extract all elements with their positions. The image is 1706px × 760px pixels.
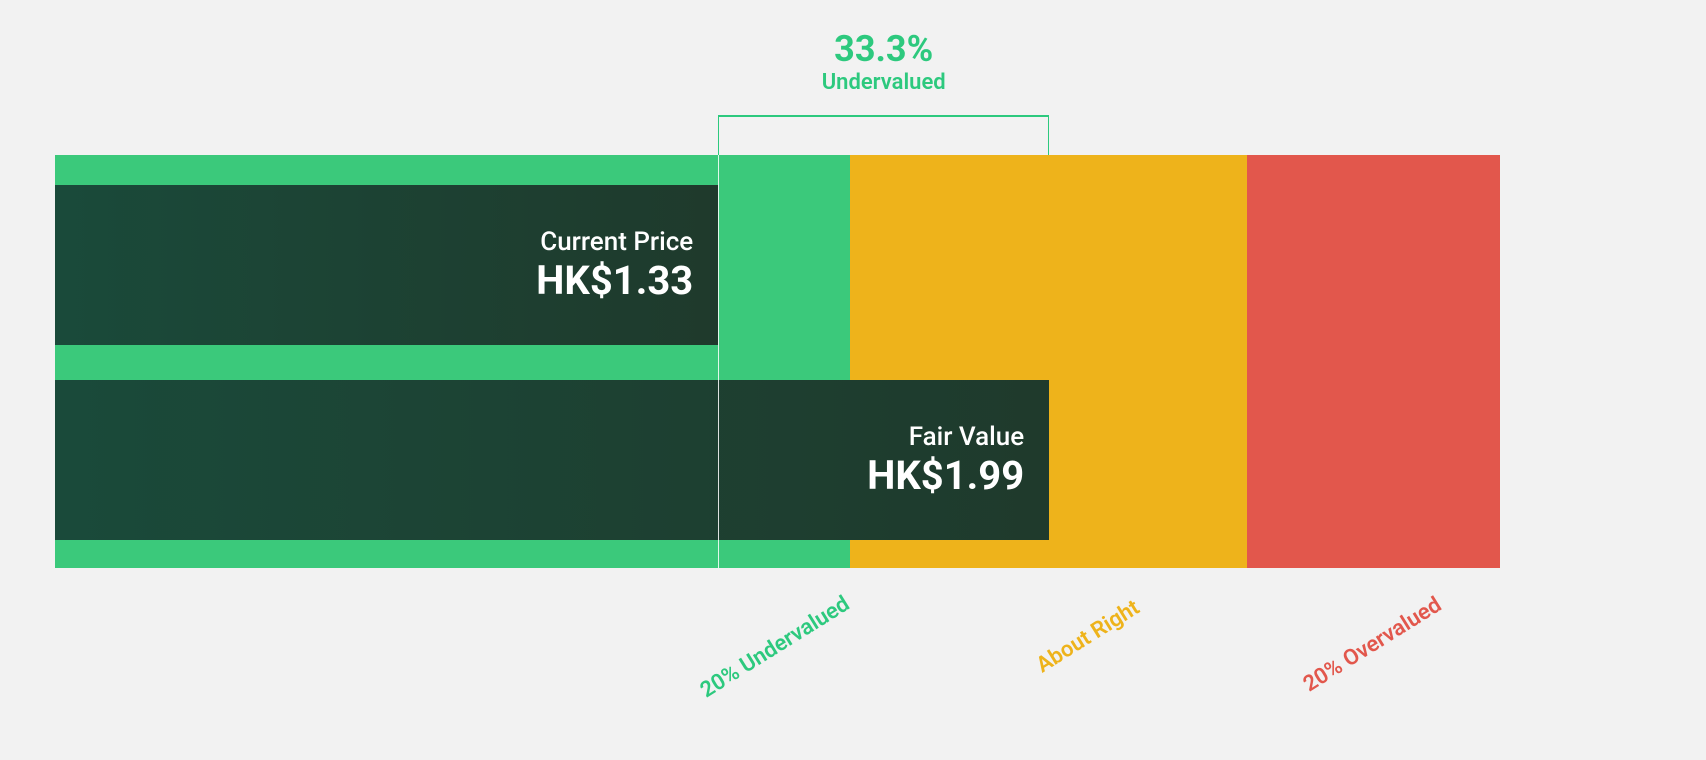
current-price-bar: Current Price HK$1.33	[55, 185, 718, 345]
undervalued-percent: 33.3%	[718, 28, 1049, 70]
bracket-left-tick	[718, 117, 719, 157]
overvalued-zone	[1247, 155, 1500, 568]
fair-value-bar: Fair Value HK$1.99	[55, 380, 1049, 540]
axis-label: 20% Undervalued	[696, 592, 854, 704]
axis-label: About Right	[1032, 595, 1144, 678]
fair-value-label: Fair Value	[909, 422, 1024, 452]
fair-value-value: HK$1.99	[867, 452, 1024, 499]
current-price-value: HK$1.33	[536, 257, 693, 304]
bracket-right-tick	[1048, 117, 1049, 157]
current-price-indicator-line	[718, 155, 719, 568]
valuation-header: 33.3% Undervalued	[718, 28, 1049, 95]
valuation-chart: 33.3% Undervalued Current Price HK$1.33 …	[55, 0, 1500, 760]
current-price-label: Current Price	[540, 227, 693, 257]
range-bracket	[718, 115, 1049, 117]
bars-area: Current Price HK$1.33 Fair Value HK$1.99	[55, 155, 1500, 568]
undervalued-label: Undervalued	[718, 70, 1049, 95]
axis-label: 20% Overvalued	[1299, 592, 1446, 697]
